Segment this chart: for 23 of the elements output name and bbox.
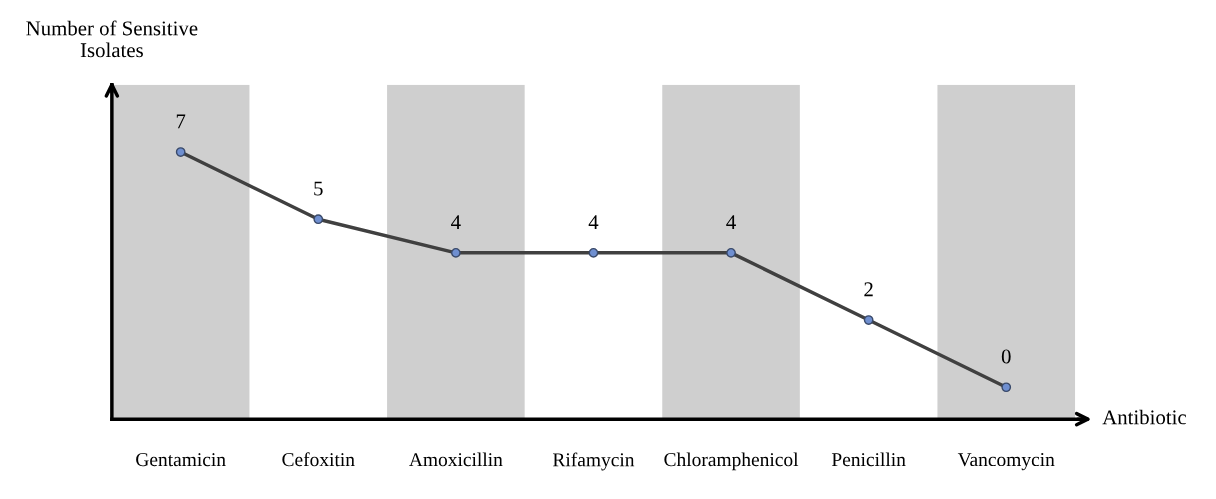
data-label: 0 bbox=[1001, 349, 1011, 364]
x-tick-label: Vancomycin bbox=[957, 453, 1055, 471]
x-axis-title: Antibiotic bbox=[1102, 409, 1187, 425]
point bbox=[175, 147, 186, 157]
x-tick-label: Chloramphenicol bbox=[664, 452, 799, 471]
point bbox=[313, 214, 324, 225]
x-tick-label: Penicillin bbox=[831, 452, 906, 467]
point bbox=[863, 315, 874, 325]
x-tick-label: Rifamycin bbox=[552, 452, 635, 471]
x-tick-label: Gentamicin bbox=[136, 453, 226, 467]
data-label: 5 bbox=[314, 181, 323, 196]
data-label: 4 bbox=[726, 215, 736, 229]
point bbox=[726, 247, 736, 258]
point bbox=[450, 247, 461, 258]
point bbox=[1001, 382, 1012, 393]
point bbox=[588, 247, 599, 258]
y-axis-title: Number of Sensitive Isolates bbox=[26, 20, 198, 58]
x-tick-label: Amoxicillin bbox=[409, 452, 503, 467]
data-label: 7 bbox=[176, 114, 186, 129]
data-label: 4 bbox=[588, 215, 599, 229]
data-label: 2 bbox=[864, 282, 873, 297]
x-tick-label: Cefoxitin bbox=[282, 452, 355, 467]
data-label: 4 bbox=[451, 215, 461, 229]
